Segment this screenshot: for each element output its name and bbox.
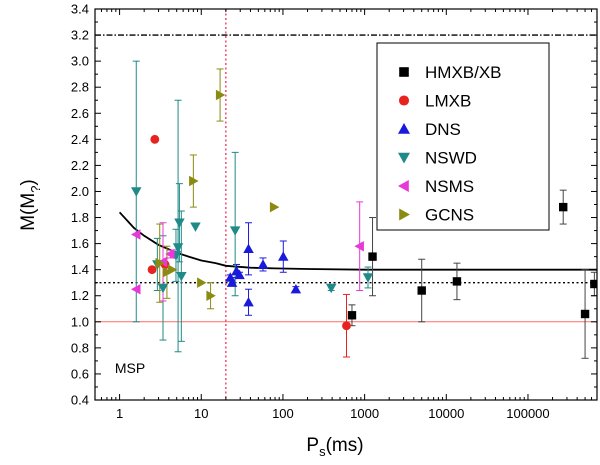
y-tick-label: 1.6 (71, 236, 89, 251)
y-tick-label: 1.0 (71, 314, 89, 329)
y-tick-label: 3.4 (71, 2, 89, 17)
gcns-point (162, 267, 173, 278)
x-axis-label-main: P (306, 435, 319, 456)
y-tick-label: 2.2 (71, 158, 89, 173)
x-tick-label: 100 (272, 406, 294, 421)
y-tick-label: 0.4 (71, 393, 89, 408)
gcns-point (215, 89, 226, 101)
hmxb-xb-point (368, 252, 377, 261)
dns-point (234, 269, 245, 280)
fit-curve (118, 211, 597, 271)
nsms-point (131, 229, 141, 240)
x-tick-label: 1000 (350, 406, 379, 421)
y-tick-label: 2.8 (71, 80, 89, 95)
y-axis-label-sub: ? (28, 186, 43, 193)
nswd-point (157, 283, 169, 294)
gcns-point (206, 290, 216, 301)
x-axis-label-tail: (ms) (326, 435, 364, 456)
nswd-point (190, 222, 201, 232)
dns-point (257, 259, 269, 269)
nswd-point (176, 272, 187, 282)
gcns-point (189, 175, 199, 187)
dns-point (243, 297, 254, 307)
x-tick-label: 100000 (506, 406, 549, 421)
gcns-point (155, 257, 165, 269)
legend-marker-nswd (398, 152, 410, 164)
x-tick-label: 10000 (428, 406, 464, 421)
y-tick-label: 0.6 (71, 366, 89, 381)
x-axis-label: Ps(ms) (306, 435, 363, 459)
gcns-point (167, 264, 178, 275)
hmxb-xb-point (417, 286, 426, 295)
y-tick-label: 2.6 (71, 106, 89, 121)
x-tick-label: 10 (194, 406, 208, 421)
legend-label-nsms: NSMS (425, 177, 474, 196)
y-axis-label-main: M(M (18, 193, 39, 231)
y-tick-label: 2.4 (71, 132, 89, 147)
legend-label-gcns: GCNS (425, 206, 474, 225)
y-tick-label: 3.2 (71, 28, 89, 43)
nswd-point (174, 218, 185, 228)
legend: HMXB/XB LMXB DNS NSWD NSMS GCNS (376, 42, 550, 231)
nsms-point (131, 284, 141, 295)
lmxb-point (150, 134, 160, 144)
y-tick-label: 1.4 (71, 262, 89, 277)
dns-point (243, 243, 254, 253)
nswd-point (362, 273, 374, 283)
y-tick-label: 1.8 (71, 210, 89, 225)
nswd-point (131, 187, 142, 197)
gcns-point (269, 201, 280, 213)
legend-marker-dns (398, 123, 410, 134)
legend-label-nswd: NSWD (425, 149, 477, 168)
x-axis-label-sub: s (319, 444, 326, 459)
nswd-error-bar (174, 99, 182, 353)
nswd-point (229, 226, 241, 236)
y-tick-label: 3.0 (71, 54, 89, 69)
y-tick-label: 1.2 (71, 288, 89, 303)
x-tick-label: 1 (116, 406, 123, 421)
y-axis-label-tail: ) (18, 179, 39, 185)
legend-marker-hmxb-xb (399, 67, 409, 77)
gcns-point (197, 277, 207, 288)
lmxb-point (147, 265, 157, 275)
legend-label-lmxb: LMXB (425, 92, 471, 111)
nswd-point (326, 283, 337, 294)
legend-label-hmxb-xb: HMXB/XB (425, 63, 502, 82)
hmxb-xb-point (580, 309, 590, 319)
hmxb-xb-point (347, 311, 357, 320)
legend-marker-nsms (398, 180, 409, 192)
dns-point (290, 284, 302, 294)
legend-marker-gcns (399, 208, 410, 221)
hmxb-xb-point (590, 279, 597, 289)
legend-label-dns: DNS (425, 120, 461, 139)
y-axis-label: M(M?) (18, 179, 43, 231)
y-tick-label: 2.0 (71, 184, 89, 199)
nsms-point (354, 241, 364, 252)
msp-annotation: MSP (115, 360, 145, 376)
hmxb-xb-point (559, 202, 568, 212)
y-tick-label: 0.8 (71, 340, 89, 355)
lmxb-point (342, 321, 351, 331)
dns-point (278, 251, 289, 261)
legend-marker-lmxb (398, 95, 410, 106)
nsms-point (165, 248, 175, 260)
hmxb-xb-point (452, 277, 462, 286)
dns-point (226, 277, 238, 287)
nswd-point (172, 243, 184, 253)
